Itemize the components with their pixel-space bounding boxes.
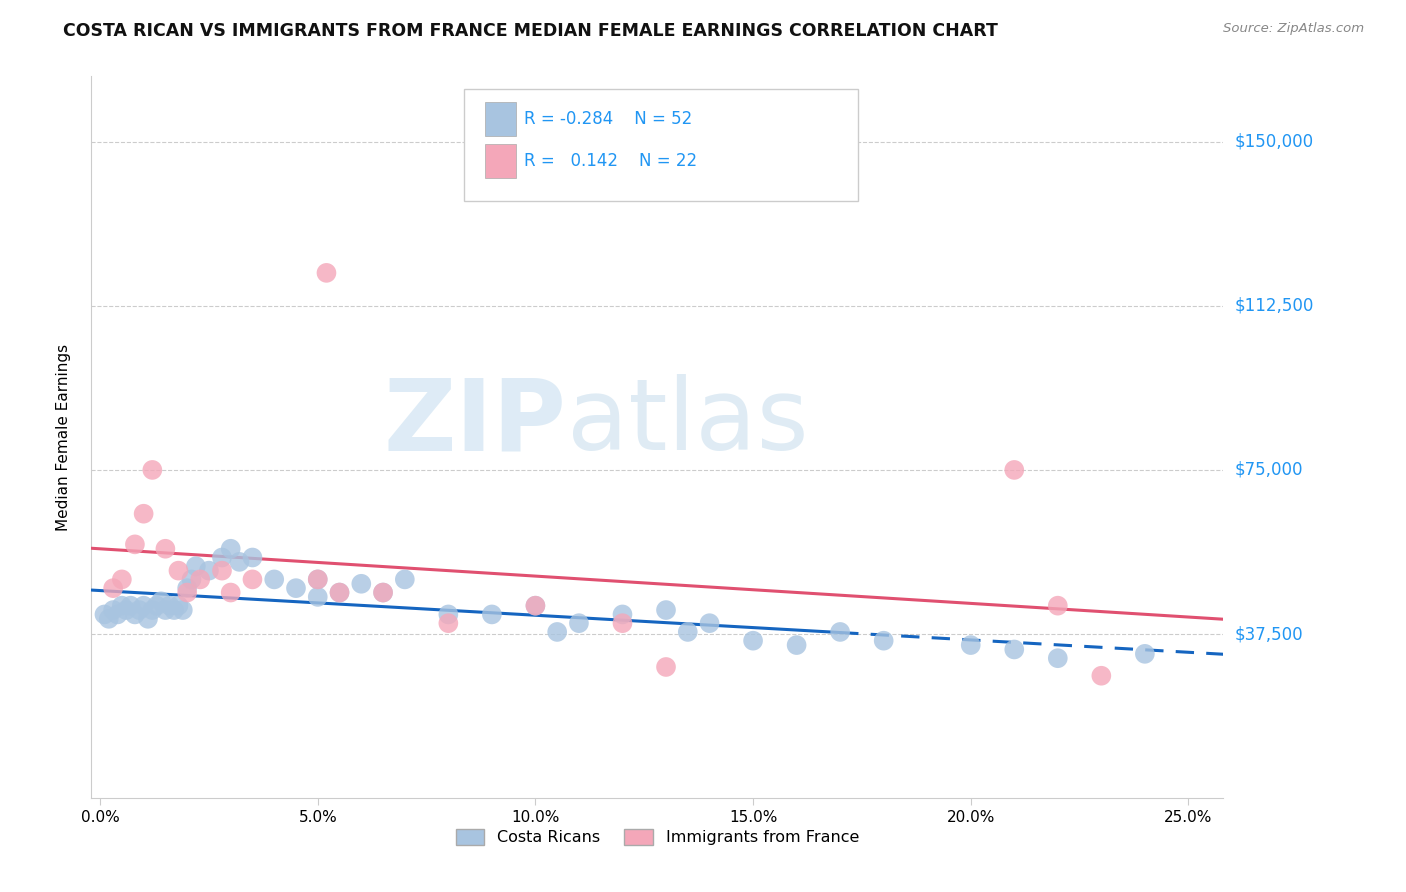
Point [132, 599, 155, 613]
Point [437, 616, 460, 631]
Point [1046, 651, 1069, 665]
Point [128, 603, 150, 617]
Text: atlas: atlas [567, 374, 808, 471]
Point [176, 585, 198, 599]
Point [124, 537, 146, 551]
Text: $150,000: $150,000 [1234, 133, 1313, 151]
Point [155, 603, 177, 617]
Point [93, 607, 115, 622]
Point [219, 541, 242, 556]
Point [150, 594, 173, 608]
Point [228, 555, 250, 569]
Y-axis label: Median Female Earnings: Median Female Earnings [56, 343, 70, 531]
Point [872, 633, 894, 648]
Point [167, 564, 190, 578]
Point [676, 624, 699, 639]
Text: Source: ZipAtlas.com: Source: ZipAtlas.com [1223, 22, 1364, 36]
Point [612, 607, 634, 622]
Point [546, 624, 568, 639]
Text: R =   0.142    N = 22: R = 0.142 N = 22 [524, 152, 697, 169]
Point [141, 463, 163, 477]
Text: R = -0.284    N = 52: R = -0.284 N = 52 [524, 110, 693, 128]
Point [1090, 669, 1112, 683]
Point [524, 599, 547, 613]
Text: $75,000: $75,000 [1234, 461, 1303, 479]
Point [163, 603, 186, 617]
Text: ZIP: ZIP [384, 374, 567, 471]
Point [1002, 463, 1025, 477]
Point [1002, 642, 1025, 657]
Point [120, 599, 142, 613]
Point [211, 564, 233, 578]
Point [699, 616, 721, 631]
Text: $112,500: $112,500 [1234, 297, 1313, 315]
Point [959, 638, 981, 652]
Point [211, 550, 233, 565]
Point [176, 581, 198, 595]
Point [101, 603, 124, 617]
Point [394, 573, 416, 587]
Point [155, 541, 177, 556]
Point [198, 564, 221, 578]
Point [350, 576, 373, 591]
Point [328, 585, 350, 599]
Point [307, 590, 329, 604]
Point [655, 603, 678, 617]
Text: $37,500: $37,500 [1234, 625, 1303, 643]
Point [285, 581, 308, 595]
Point [184, 559, 207, 574]
Point [188, 573, 211, 587]
Point [1133, 647, 1156, 661]
Point [830, 624, 852, 639]
Point [371, 585, 394, 599]
Point [1046, 599, 1069, 613]
Point [136, 612, 159, 626]
Point [655, 660, 678, 674]
Point [242, 550, 264, 565]
Point [742, 633, 765, 648]
Point [437, 607, 460, 622]
Point [612, 616, 634, 631]
Point [481, 607, 503, 622]
Point [219, 585, 242, 599]
Point [568, 616, 591, 631]
Text: COSTA RICAN VS IMMIGRANTS FROM FRANCE MEDIAN FEMALE EARNINGS CORRELATION CHART: COSTA RICAN VS IMMIGRANTS FROM FRANCE ME… [63, 22, 998, 40]
Point [101, 581, 124, 595]
Point [111, 573, 134, 587]
Point [786, 638, 808, 652]
Point [307, 573, 329, 587]
Point [145, 599, 167, 613]
Point [524, 599, 547, 613]
Point [167, 599, 190, 613]
Point [141, 603, 163, 617]
Point [97, 612, 120, 626]
Point [307, 573, 329, 587]
Point [124, 607, 146, 622]
Point [107, 607, 129, 622]
Point [115, 603, 138, 617]
Point [263, 573, 285, 587]
Point [132, 507, 155, 521]
Point [180, 573, 202, 587]
Point [328, 585, 350, 599]
Point [315, 266, 337, 280]
Legend: Costa Ricans, Immigrants from France: Costa Ricans, Immigrants from France [449, 823, 866, 852]
Point [371, 585, 394, 599]
Point [111, 599, 134, 613]
Point [159, 599, 181, 613]
Point [172, 603, 194, 617]
Point [242, 573, 264, 587]
